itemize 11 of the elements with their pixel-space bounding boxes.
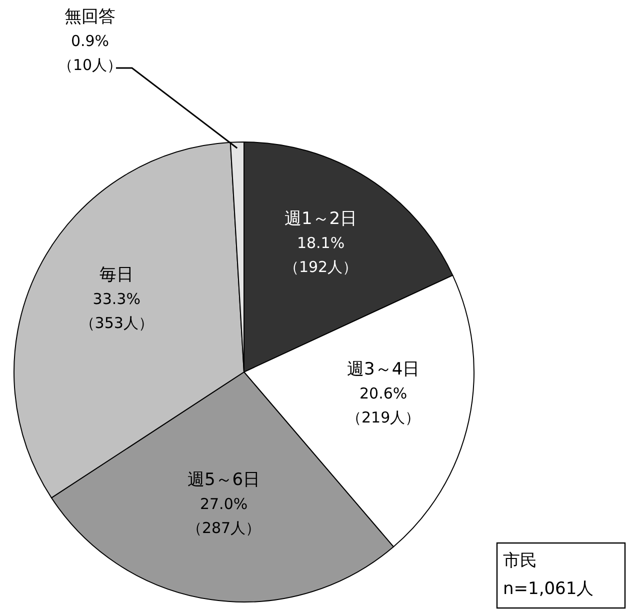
data-label: 20.6% （219人） — [346, 384, 420, 426]
slice-label: 無回答 — [64, 7, 116, 27]
data-label: 33.3% （353人） — [80, 290, 154, 332]
slice-label: 毎日 — [100, 264, 134, 285]
text: 市民 n=1,061人 — [503, 551, 594, 599]
slice-label: 週5～6日 — [187, 470, 260, 490]
slice-label: 週1～2日 — [284, 208, 358, 229]
data-label: 27.0% （287人） — [186, 495, 261, 538]
data-label: 18.1% （192人） — [284, 234, 358, 276]
slice-label: 週3～4日 — [347, 359, 420, 380]
data-label: 0.9% （10人） — [58, 32, 122, 74]
